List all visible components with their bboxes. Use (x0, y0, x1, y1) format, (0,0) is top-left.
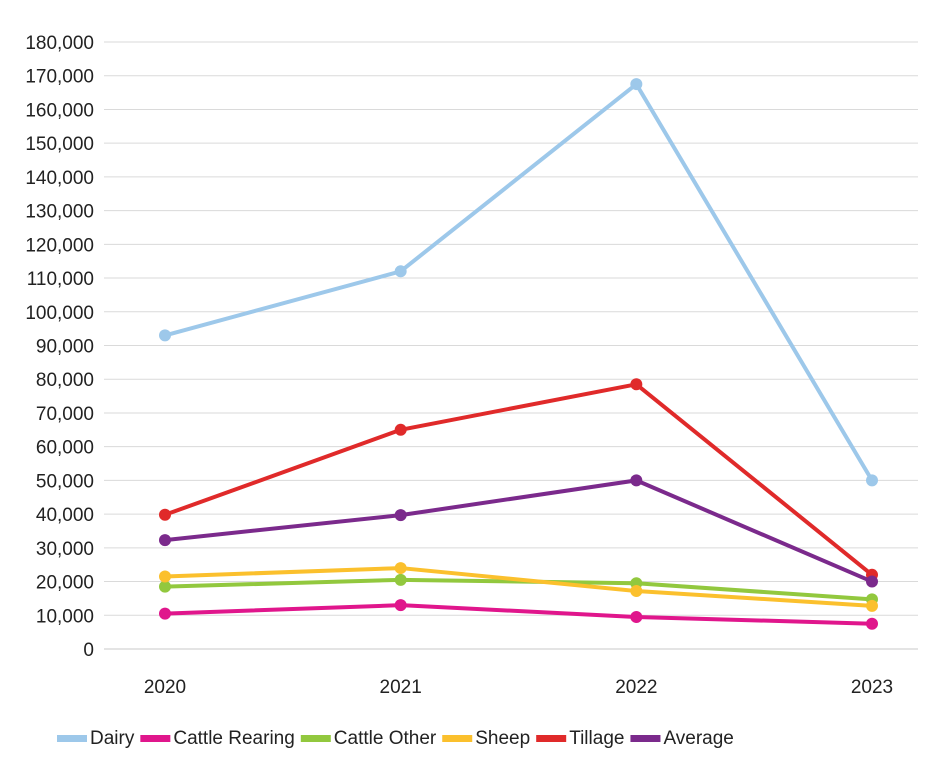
y-tick-label-100000: 100,000 (25, 303, 94, 324)
legend-label-dairy: Dairy (90, 728, 135, 749)
legend-swatch-sheep (442, 735, 473, 742)
y-tick-label-170000: 170,000 (25, 67, 94, 88)
y-tick-label-30000: 30,000 (36, 539, 94, 560)
legend: Dairy Cattle Rearing Cattle Other Sheep Till… (57, 728, 734, 749)
legend-label-cattle-other: Cattle Other (334, 728, 437, 749)
legend-label-sheep: Sheep (475, 728, 530, 749)
data-point-dairy-2020 (159, 329, 171, 342)
y-tick-label-50000: 50,000 (36, 471, 94, 492)
y-axis-tick-labels: 0 10,000 20,000 30,000 40,000 50,000 60,000 70,… (25, 33, 94, 661)
y-tick-label-150000: 150,000 (25, 134, 94, 155)
data-point-tillage-2021 (394, 423, 407, 436)
data-point-dairy-2023 (866, 474, 878, 487)
series-lines (159, 78, 878, 630)
series-line-dairy (163, 82, 874, 483)
x-tick-label-2020: 2020 (144, 677, 186, 698)
x-axis-tick-labels: 2020 2021 2022 2023 (144, 677, 893, 698)
series-sheep (159, 562, 878, 612)
series-cattle-rearing (159, 599, 878, 630)
y-tick-label-130000: 130,000 (25, 202, 94, 223)
y-tick-label-10000: 10,000 (36, 606, 94, 627)
y-tick-label-80000: 80,000 (36, 370, 94, 391)
data-point-dairy-2021 (394, 265, 407, 278)
legend-swatch-cattle-other (300, 735, 331, 742)
legend-label-cattle-rearing: Cattle Rearing (173, 728, 294, 749)
data-point-dairy-2022 (630, 78, 643, 91)
legend-item-cattle-rearing: Cattle Rearing (140, 728, 295, 749)
data-point-tillage-2022 (630, 378, 643, 391)
x-tick-label-2023: 2023 (851, 677, 893, 698)
data-point-cattle-rearing-2023 (866, 617, 878, 630)
data-point-tillage-2020 (159, 508, 171, 521)
series-dairy (159, 78, 878, 487)
legend-item-tillage: Tillage (536, 728, 624, 749)
series-line-cattle-rearing (163, 603, 874, 626)
data-point-cattle-rearing-2020 (159, 607, 171, 620)
series-cattle-other (159, 573, 878, 606)
data-point-average-2020 (159, 534, 171, 547)
y-tick-label-160000: 160,000 (25, 100, 94, 121)
data-point-average-2022 (630, 474, 643, 487)
legend-swatch-dairy (57, 735, 87, 742)
data-point-average-2023 (866, 575, 878, 588)
legend-item-cattle-other: Cattle Other (300, 728, 437, 749)
legend-label-average: Average (663, 728, 733, 749)
legend-item-dairy: Dairy (57, 728, 135, 749)
y-tick-label-60000: 60,000 (36, 438, 94, 459)
y-tick-label-40000: 40,000 (36, 505, 94, 526)
data-point-average-2021 (394, 509, 407, 522)
y-tick-label-120000: 120,000 (25, 235, 94, 256)
legend-swatch-tillage (536, 735, 567, 742)
legend-item-average: Average (630, 728, 734, 749)
legend-swatch-average (630, 735, 661, 742)
legend-label-tillage: Tillage (569, 728, 624, 749)
legend-swatch-cattle-rearing (140, 735, 171, 742)
data-point-cattle-other-2021 (394, 573, 407, 586)
data-point-sheep-2020 (159, 570, 171, 583)
y-tick-label-20000: 20,000 (36, 573, 94, 594)
x-tick-label-2021: 2021 (380, 677, 422, 698)
y-tick-label-110000: 110,000 (27, 269, 94, 290)
legend-item-sheep: Sheep (442, 728, 530, 749)
series-line-cattle-other (163, 577, 874, 602)
data-point-cattle-rearing-2022 (630, 610, 643, 623)
x-tick-label-2022: 2022 (615, 677, 657, 698)
data-point-sheep-2021 (394, 562, 407, 575)
gridlines (104, 41, 918, 650)
data-point-sheep-2022 (630, 584, 643, 597)
series-line-sheep (163, 566, 874, 608)
data-point-cattle-other-2020 (159, 580, 171, 593)
y-tick-label-90000: 90,000 (36, 337, 94, 358)
y-tick-label-180000: 180,000 (25, 33, 94, 54)
series-line-average (163, 478, 874, 584)
y-tick-label-70000: 70,000 (36, 404, 94, 425)
data-point-cattle-rearing-2021 (394, 599, 407, 612)
y-tick-label-140000: 140,000 (25, 168, 94, 189)
series-line-tillage (163, 382, 874, 577)
series-average (159, 474, 878, 588)
series-tillage (159, 378, 878, 581)
data-point-sheep-2023 (866, 599, 878, 612)
y-tick-label-0: 0 (83, 640, 94, 661)
